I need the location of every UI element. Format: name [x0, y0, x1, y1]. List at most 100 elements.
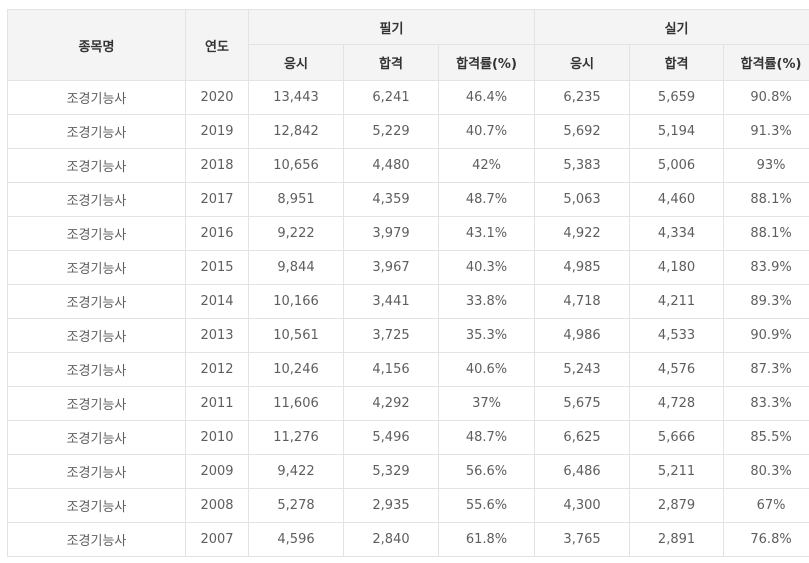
cell-name: 조경기능사 — [7, 148, 186, 183]
cell-practical-pass-rate: 76.8% — [723, 522, 809, 557]
table-row: 조경기능사 2009 9,422 5,329 56.6% 6,486 5,211 80.3% — [7, 454, 809, 489]
cell-name: 조경기능사 — [7, 250, 186, 285]
col-header-written-passed: 합격 — [343, 44, 439, 81]
table-body: 조경기능사 2020 13,443 6,241 46.4% 6,235 5,659 90.8%… — [7, 80, 809, 557]
cell-written-passed: 2,840 — [343, 522, 439, 557]
cell-practical-passed: 4,334 — [629, 216, 725, 251]
cell-practical-passed: 5,211 — [629, 454, 725, 489]
cell-name: 조경기능사 — [7, 352, 186, 387]
cell-practical-applicants: 5,692 — [534, 114, 631, 149]
cell-written-pass-rate: 40.7% — [437, 114, 536, 149]
table-row: 조경기능사 2017 8,951 4,359 48.7% 5,063 4,460 88.1% — [7, 182, 809, 217]
cell-practical-pass-rate: 85.5% — [723, 420, 809, 455]
cell-practical-applicants: 6,235 — [534, 80, 631, 115]
cell-written-passed: 3,725 — [343, 318, 439, 353]
cell-practical-pass-rate: 88.1% — [723, 216, 809, 251]
cell-written-pass-rate: 42% — [437, 148, 536, 183]
cell-practical-applicants: 4,922 — [534, 216, 631, 251]
cell-practical-applicants: 5,383 — [534, 148, 631, 183]
cell-practical-passed: 4,460 — [629, 182, 725, 217]
cell-written-pass-rate: 61.8% — [437, 522, 536, 557]
col-header-practical-pass-rate: 합격률(%) — [723, 44, 809, 81]
cell-practical-applicants: 4,718 — [534, 284, 631, 319]
cell-practical-pass-rate: 83.9% — [723, 250, 809, 285]
cell-written-passed: 5,229 — [343, 114, 439, 149]
cell-written-passed: 4,359 — [343, 182, 439, 217]
cell-name: 조경기능사 — [7, 420, 186, 455]
cell-year: 2008 — [185, 488, 249, 523]
cell-written-applicants: 9,422 — [248, 454, 344, 489]
cell-written-pass-rate: 46.4% — [437, 80, 536, 115]
table-row: 조경기능사 2011 11,606 4,292 37% 5,675 4,728 83.3% — [7, 386, 809, 421]
cell-practical-pass-rate: 90.9% — [723, 318, 809, 353]
cell-written-applicants: 8,951 — [248, 182, 344, 217]
cell-practical-passed: 5,666 — [629, 420, 725, 455]
table-row: 조경기능사 2015 9,844 3,967 40.3% 4,985 4,180 83.9% — [7, 250, 809, 285]
col-header-name: 종목명 — [7, 9, 186, 81]
cell-name: 조경기능사 — [7, 114, 186, 149]
cell-written-applicants: 10,561 — [248, 318, 344, 353]
cell-year: 2011 — [185, 386, 249, 421]
cell-name: 조경기능사 — [7, 182, 186, 217]
cell-written-applicants: 11,606 — [248, 386, 344, 421]
cell-written-applicants: 10,656 — [248, 148, 344, 183]
cell-practical-passed: 4,728 — [629, 386, 725, 421]
table-row: 조경기능사 2013 10,561 3,725 35.3% 4,986 4,533 90.9% — [7, 318, 809, 353]
cell-written-applicants: 9,222 — [248, 216, 344, 251]
cell-practical-passed: 4,211 — [629, 284, 725, 319]
cell-practical-pass-rate: 90.8% — [723, 80, 809, 115]
cell-practical-pass-rate: 83.3% — [723, 386, 809, 421]
cell-name: 조경기능사 — [7, 522, 186, 557]
cell-practical-pass-rate: 89.3% — [723, 284, 809, 319]
cell-practical-passed: 4,533 — [629, 318, 725, 353]
table-row: 조경기능사 2019 12,842 5,229 40.7% 5,692 5,194 91.3% — [7, 114, 809, 149]
cell-practical-pass-rate: 87.3% — [723, 352, 809, 387]
cell-practical-passed: 5,194 — [629, 114, 725, 149]
cell-year: 2012 — [185, 352, 249, 387]
table-header: 종목명 연도 필기 실기 응시 합격 합격률(%) 응시 합격 합격률(%) — [7, 9, 809, 81]
cell-written-pass-rate: 40.3% — [437, 250, 536, 285]
table-row: 조경기능사 2012 10,246 4,156 40.6% 5,243 4,576 87.3% — [7, 352, 809, 387]
cell-name: 조경기능사 — [7, 488, 186, 523]
cell-written-applicants: 4,596 — [248, 522, 344, 557]
cell-written-pass-rate: 48.7% — [437, 182, 536, 217]
cell-year: 2009 — [185, 454, 249, 489]
cell-practical-pass-rate: 93% — [723, 148, 809, 183]
col-header-written-pass-rate: 합격률(%) — [437, 44, 536, 81]
cell-written-passed: 4,156 — [343, 352, 439, 387]
cell-practical-applicants: 3,765 — [534, 522, 631, 557]
cell-written-applicants: 10,246 — [248, 352, 344, 387]
table-row: 조경기능사 2014 10,166 3,441 33.8% 4,718 4,211 89.3% — [7, 284, 809, 319]
group-header-written: 필기 — [247, 9, 536, 45]
cell-written-passed: 2,935 — [343, 488, 439, 523]
cell-year: 2007 — [185, 522, 249, 557]
cell-written-applicants: 5,278 — [248, 488, 344, 523]
cell-written-applicants: 11,276 — [248, 420, 344, 455]
cell-written-passed: 3,441 — [343, 284, 439, 319]
col-header-written-applicants: 응시 — [248, 44, 344, 81]
cell-name: 조경기능사 — [7, 80, 186, 115]
cell-practical-pass-rate: 80.3% — [723, 454, 809, 489]
cell-written-applicants: 12,842 — [248, 114, 344, 149]
cell-written-passed: 5,329 — [343, 454, 439, 489]
cell-practical-applicants: 4,300 — [534, 488, 631, 523]
cell-written-passed: 4,292 — [343, 386, 439, 421]
cell-year: 2018 — [185, 148, 249, 183]
group-header-practical: 실기 — [534, 9, 809, 45]
cell-written-passed: 5,496 — [343, 420, 439, 455]
cell-practical-passed: 4,576 — [629, 352, 725, 387]
cell-written-pass-rate: 48.7% — [437, 420, 536, 455]
cell-practical-applicants: 6,486 — [534, 454, 631, 489]
cell-written-passed: 6,241 — [343, 80, 439, 115]
cell-name: 조경기능사 — [7, 454, 186, 489]
cell-practical-passed: 2,891 — [629, 522, 725, 557]
cell-written-pass-rate: 37% — [437, 386, 536, 421]
cell-name: 조경기능사 — [7, 284, 186, 319]
col-header-practical-passed: 합격 — [629, 44, 725, 81]
cell-year: 2014 — [185, 284, 249, 319]
table-row: 조경기능사 2020 13,443 6,241 46.4% 6,235 5,659 90.8% — [7, 80, 809, 115]
table-row: 조경기능사 2008 5,278 2,935 55.6% 4,300 2,879 67% — [7, 488, 809, 523]
cell-written-passed: 4,480 — [343, 148, 439, 183]
cell-written-pass-rate: 55.6% — [437, 488, 536, 523]
cell-written-pass-rate: 43.1% — [437, 216, 536, 251]
